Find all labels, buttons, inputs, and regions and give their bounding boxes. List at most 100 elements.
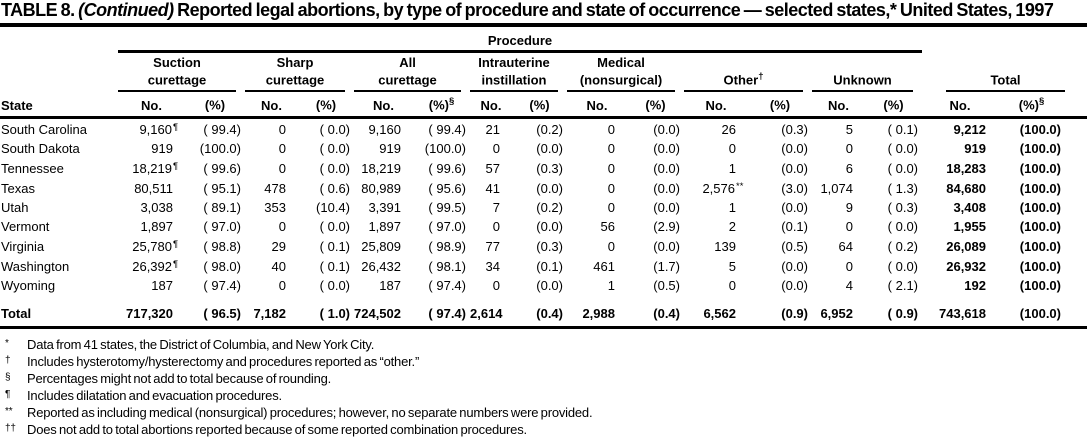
group-label: Medical (nonsurgical) (579, 55, 663, 88)
no-cell: 2 (728, 218, 736, 234)
pct-cell: (0.0) (781, 277, 808, 293)
pct-cell: (100.0) (1019, 180, 1061, 196)
pct-cell: ( 0.1) (319, 238, 350, 254)
group-label: All curettage (378, 55, 437, 88)
table-title-prefix: TABLE 8. (1, 0, 79, 20)
footnote-symbol: * (5, 337, 9, 349)
footnote: ¶ Includes dilatation and evacuation proc… (0, 387, 1087, 404)
no-cell: 1,897 (368, 218, 401, 234)
no-cell: 56 (600, 218, 615, 234)
no-cell: 724,502 (354, 294, 413, 329)
spacer-cell (1065, 276, 1087, 295)
pct-cell: ( 97.4) (413, 294, 470, 329)
footnote-symbol: ¶ (5, 388, 11, 400)
pct-cell: (1.7) (653, 258, 680, 274)
spacer-cell (1065, 139, 1087, 158)
pct-cell: (100.0) (1019, 199, 1061, 215)
pct-cell: ( 0.0) (319, 277, 350, 293)
no-cell: 478 (264, 180, 286, 196)
no-cell: 18,219 (361, 160, 401, 176)
table-header: Procedure Suction curettage Sharp curett… (0, 34, 1087, 119)
pct-cell: ( 99.5) (428, 199, 466, 215)
no-cell: 21 (485, 121, 500, 137)
pct-cell: ( 0.0) (319, 218, 350, 234)
no-cell: 9 (845, 199, 853, 215)
pct-cell: (0.0) (536, 180, 563, 196)
no-cell: 26,392¶ (132, 258, 179, 274)
no-cell: 0 (845, 258, 853, 274)
state-cell: South Dakota (1, 140, 80, 156)
pct-cell: ( 0.1) (887, 121, 918, 137)
no-cell: 0 (492, 277, 500, 293)
no-label: No. (141, 97, 162, 113)
no-cell: 1 (607, 277, 615, 293)
pct-cell: (0.3) (536, 238, 563, 254)
procedure-span-row: Procedure (0, 34, 1087, 53)
no-header: No. (245, 92, 298, 119)
spacer-cell (1065, 217, 1087, 236)
no-label: No. (373, 97, 394, 113)
pct-cell: (10.4) (316, 199, 350, 215)
pct-cell: (0.0) (653, 199, 680, 215)
pct-cell: (100.0) (199, 140, 241, 156)
pct-cell: ( 98.8) (203, 238, 241, 254)
footnote: † Includes hysterotomy/hysterectomy and p… (0, 353, 1087, 370)
no-header: No. (684, 92, 748, 119)
no-cell: 0 (607, 199, 615, 215)
pct-cell: ( 97.0) (428, 218, 466, 234)
footnote: †† Does not add to total abortions report… (0, 421, 1087, 438)
pct-cell: (0.4) (512, 294, 567, 329)
procedure-label: Procedure (487, 33, 553, 48)
no-cell: 6,952 (812, 294, 865, 329)
procedure-underline: Procedure (118, 34, 922, 53)
no-cell: 84,680 (946, 180, 986, 196)
pct-cell: ( 98.0) (203, 258, 241, 274)
pct-label: (%) (1018, 97, 1039, 113)
pct-cell: ( 0.2) (887, 238, 918, 254)
pct-cell: (100.0) (1019, 121, 1061, 137)
no-cell: 26,089 (946, 238, 986, 254)
pct-cell: ( 98.9) (428, 238, 466, 254)
no-cell: 3,038 (140, 199, 173, 215)
pct-cell: ( 99.4) (428, 121, 466, 137)
pct-cell: (100.0) (424, 140, 466, 156)
no-cell: 717,320 (118, 294, 185, 329)
pct-header: (%) (865, 92, 922, 119)
pct-sup: § (1038, 96, 1045, 108)
no-cell: 34 (485, 258, 500, 274)
spacer-cell (1065, 178, 1087, 198)
pct-cell: (100.0) (1019, 160, 1061, 176)
state-cell: South Carolina (1, 121, 87, 137)
state-cell: Wyoming (1, 277, 56, 293)
no-cell: 18,219¶ (132, 160, 179, 176)
no-cell: 3,408 (953, 199, 986, 215)
no-cell: 25,780¶ (132, 238, 179, 254)
no-cell: 9,160 (368, 121, 401, 137)
no-cell: 0 (278, 277, 286, 293)
table-row: Virginia 25,780¶ ( 98.8) 29 ( 0.1) 25,809 ( 98… (0, 236, 1087, 256)
no-cell: 2,576** (702, 180, 744, 196)
no-cell: 0 (607, 121, 615, 137)
footnote: * Data from 41 states, the District of Co… (0, 336, 1087, 353)
pct-cell: (0.2) (536, 199, 563, 215)
no-cell: 919 (964, 140, 986, 156)
total-row: Total 717,320( 96.5) 7,182( 1.0) 724,502( 9… (0, 294, 1087, 329)
footnote-symbol: § (5, 371, 11, 383)
no-cell: 0 (492, 140, 500, 156)
no-cell: 0 (845, 140, 853, 156)
no-header: No. (118, 92, 185, 119)
no-cell: 2,614 (470, 294, 512, 329)
no-cell: 187 (379, 277, 401, 293)
table-title-continued: (Continued) (78, 0, 174, 20)
procedure-group-header: Procedure (118, 34, 922, 53)
no-cell: 0 (492, 218, 500, 234)
state-cell: Tennessee (1, 160, 64, 176)
pct-cell: ( 97.4) (428, 277, 466, 293)
pct-cell: (100.0) (1019, 238, 1061, 254)
pct-cell: ( 0.9) (865, 294, 922, 329)
state-cell: Vermont (1, 218, 50, 234)
spacer-cell (1065, 236, 1087, 256)
pct-cell: ( 1.0) (298, 294, 354, 329)
footnote-text: Includes dilatation and evacuation proce… (27, 387, 282, 403)
no-cell: 26,932 (946, 258, 986, 274)
